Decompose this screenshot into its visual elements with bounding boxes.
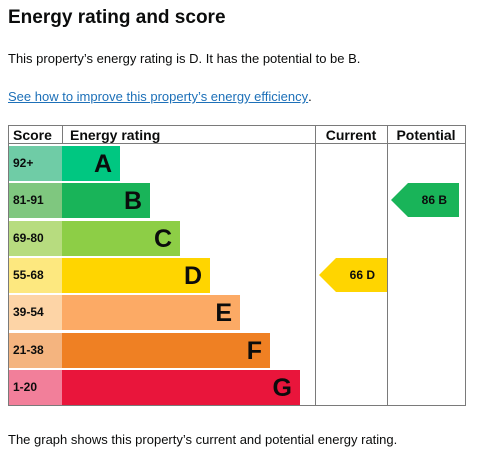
energy-rating-chart: Score Energy rating Current Potential 92…	[8, 125, 466, 406]
band-e: 39-54 E	[9, 295, 315, 331]
potential-rating-label: 86 B	[421, 193, 447, 208]
link-suffix: .	[308, 89, 312, 104]
band-score: 21-38	[9, 332, 62, 368]
band-score: 39-54	[9, 295, 62, 331]
band-bar: E	[62, 295, 240, 331]
band-letter: G	[272, 373, 292, 402]
header-potential: Potential	[387, 126, 465, 144]
divider-potential	[387, 126, 388, 405]
band-letter: B	[123, 187, 142, 216]
band-letter: A	[93, 150, 112, 178]
band-f: 21-38 F	[9, 332, 315, 368]
header-score: Score	[9, 126, 62, 144]
band-score: 92+	[9, 146, 62, 181]
current-arrow-shape	[319, 257, 387, 292]
band-a: 92+ A	[9, 146, 315, 181]
band-bar: F	[62, 332, 270, 368]
band-bar: A	[62, 146, 120, 181]
current-rating-label: 66 D	[349, 267, 375, 282]
band-bar: D	[62, 257, 210, 293]
band-score: 69-80	[9, 220, 62, 256]
page-title: Energy rating and score	[8, 7, 226, 28]
band-b: 81-91 B	[9, 183, 315, 219]
improve-efficiency-link-line: See how to improve this property’s energ…	[8, 89, 312, 104]
potential-rating-arrow: 86 B	[391, 183, 459, 218]
rating-summary: This property’s energy rating is D. It h…	[8, 51, 361, 66]
band-bar: B	[62, 183, 150, 219]
band-letter: E	[215, 299, 232, 328]
band-score: 55-68	[9, 257, 62, 293]
improve-efficiency-link[interactable]: See how to improve this property’s energ…	[8, 89, 309, 104]
potential-arrow-shape	[391, 183, 459, 218]
divider-score	[62, 126, 63, 144]
band-letter: F	[246, 336, 262, 365]
band-bar: G	[62, 369, 300, 405]
band-g: 1-20 G	[9, 369, 315, 405]
band-c: 69-80 C	[9, 220, 315, 256]
band-letter: D	[183, 261, 202, 290]
header-energy-rating: Energy rating	[62, 126, 315, 144]
current-rating-arrow: 66 D	[319, 257, 387, 292]
band-letter: C	[153, 224, 172, 253]
header-current: Current	[315, 126, 387, 144]
graph-caption: The graph shows this property’s current …	[8, 432, 398, 447]
band-d: 55-68 D	[9, 257, 315, 293]
band-bar: C	[62, 220, 180, 256]
divider-current	[315, 126, 316, 405]
band-score: 1-20	[9, 369, 62, 405]
band-score: 81-91	[9, 183, 62, 219]
